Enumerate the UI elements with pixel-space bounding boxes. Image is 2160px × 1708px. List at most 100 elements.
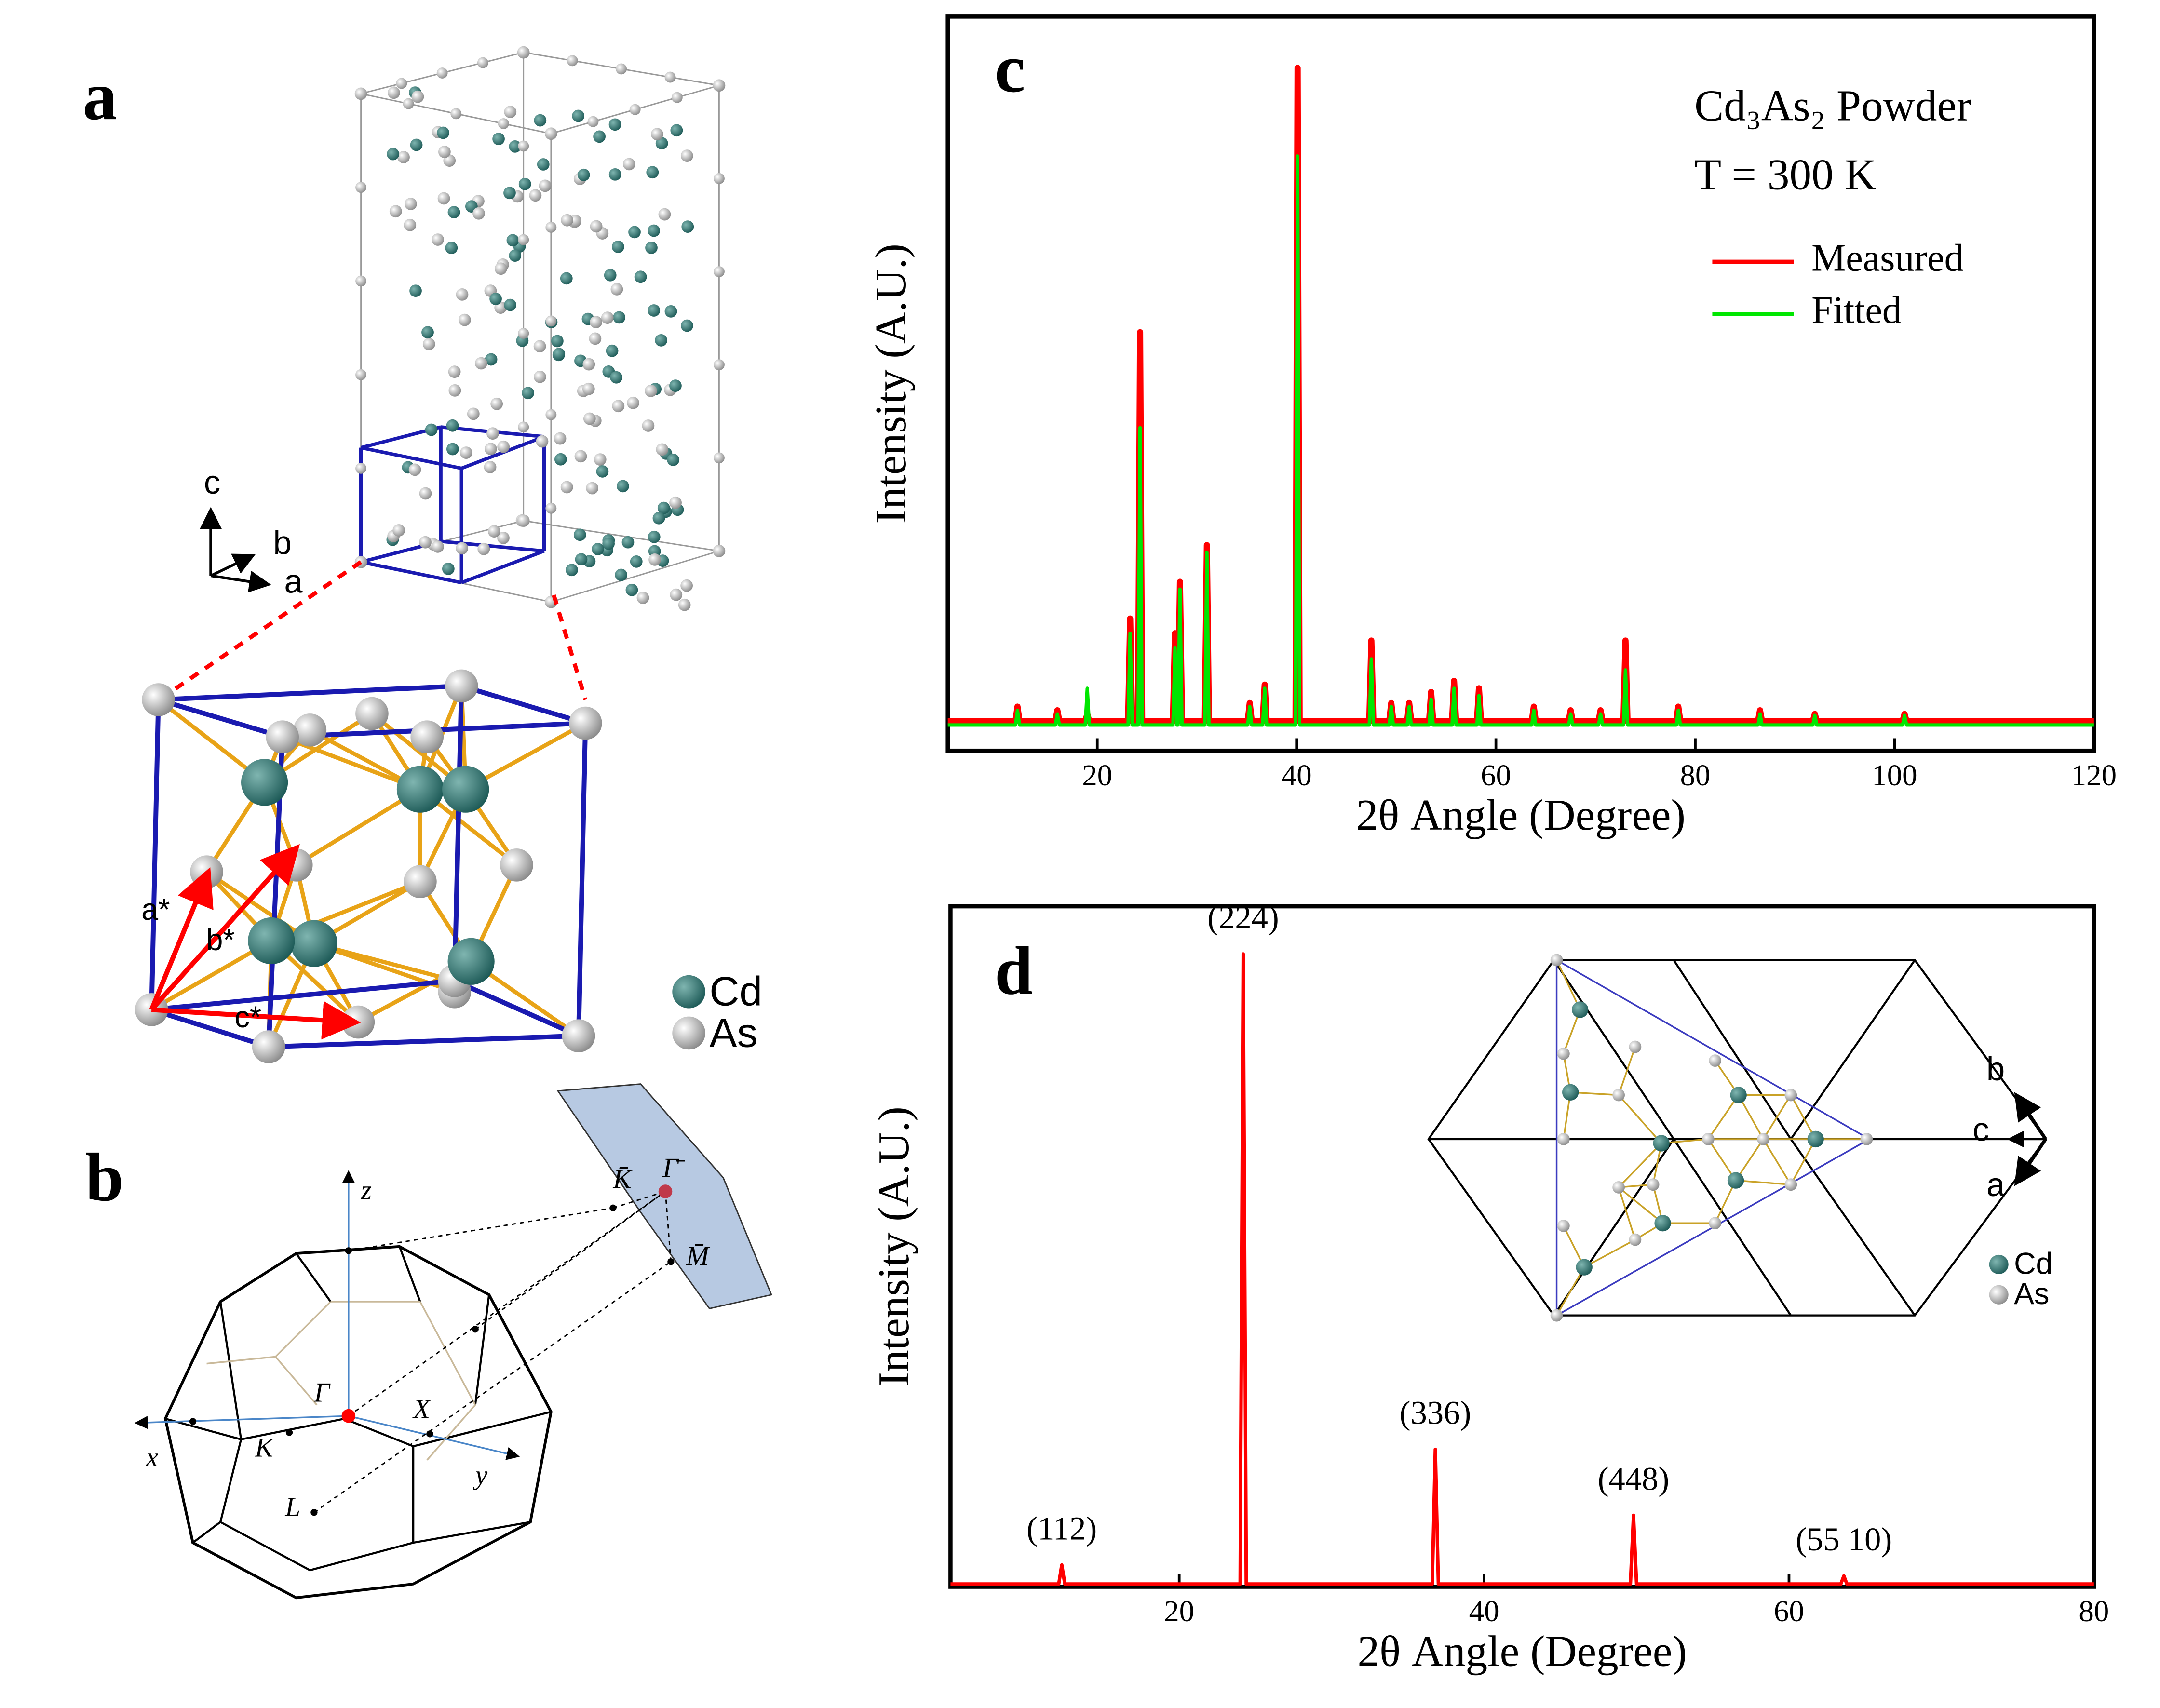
edge xyxy=(210,570,271,593)
as-atom xyxy=(448,365,461,378)
edge xyxy=(275,1301,331,1358)
edge xyxy=(1618,1143,1662,1188)
as-atom xyxy=(518,328,529,339)
as-atom xyxy=(680,579,693,592)
cd-atom xyxy=(646,166,659,179)
point-label: K̄ xyxy=(612,1164,633,1195)
diagram-labels: a c b a a* b* c* Cd As b z x y Γ K X L K… xyxy=(82,58,2052,1522)
edge xyxy=(1762,1094,1792,1140)
panel-label: b xyxy=(85,1139,123,1215)
edge xyxy=(164,560,362,698)
as-atom xyxy=(594,453,607,466)
as-atom xyxy=(582,382,595,395)
as-atom xyxy=(574,450,587,463)
cd-atom xyxy=(566,564,578,577)
as-atom xyxy=(405,198,417,210)
edge xyxy=(1553,959,1675,1140)
peak-label: (448) xyxy=(1598,1460,1670,1497)
k-point xyxy=(667,1258,675,1265)
as-atom xyxy=(601,311,614,324)
as-atom xyxy=(1612,1089,1625,1102)
cd-atom xyxy=(1576,1259,1593,1276)
cd-atom xyxy=(577,168,590,181)
cd-atom xyxy=(504,298,516,311)
as-atom xyxy=(450,108,462,120)
as-atom xyxy=(484,460,497,473)
cd-atom xyxy=(522,387,534,400)
point-label: X xyxy=(412,1394,431,1425)
edge xyxy=(1618,1187,1636,1240)
edge xyxy=(413,1411,552,1448)
cd-atom xyxy=(560,272,573,285)
cd-atom xyxy=(604,269,617,282)
as-atom xyxy=(1612,1181,1625,1194)
x-tick-label: 20 xyxy=(1082,758,1112,792)
k-point xyxy=(472,1326,479,1333)
x-tick-label: 60 xyxy=(1481,758,1511,792)
axis-label: c xyxy=(1972,1111,1989,1148)
cd-atom xyxy=(509,140,522,153)
cd-atom xyxy=(506,234,519,247)
edge xyxy=(1556,1266,1585,1316)
as-atom xyxy=(714,173,725,184)
legend-label: Fitted xyxy=(1811,289,1902,332)
as-atom xyxy=(498,118,509,129)
as-atom xyxy=(1629,1233,1642,1246)
cd-atom xyxy=(575,553,588,566)
edge xyxy=(1673,959,1792,1140)
as-atom xyxy=(517,514,530,527)
hexagon xyxy=(1427,959,2047,1317)
edge xyxy=(474,1294,490,1405)
as-atom xyxy=(1784,1178,1797,1191)
vector-label: a* xyxy=(141,893,170,927)
cd-atom xyxy=(648,224,660,237)
as-atom xyxy=(458,313,471,326)
as-atom xyxy=(622,158,635,171)
edge xyxy=(460,549,545,584)
x-axis-label: 2θ Angle (Degree) xyxy=(1357,1627,1687,1675)
edge xyxy=(474,1191,666,1330)
edge xyxy=(452,686,464,981)
cd-atom xyxy=(572,109,585,122)
k-point xyxy=(310,1509,318,1516)
panel-label: c xyxy=(995,30,1025,107)
as-atom xyxy=(714,266,725,277)
edge xyxy=(348,1415,520,1460)
as-atom xyxy=(432,233,444,246)
as-atom xyxy=(518,234,529,245)
edge xyxy=(210,553,256,577)
cd-atom xyxy=(608,118,621,131)
edge xyxy=(1735,1138,1764,1181)
cd-atom xyxy=(1807,1130,1824,1148)
edge xyxy=(2014,1138,2047,1186)
cd-atom xyxy=(447,206,460,218)
cd-atom xyxy=(1572,1001,1589,1018)
cd-atom xyxy=(421,326,434,339)
edge xyxy=(134,1415,349,1429)
legend-label: Cd xyxy=(2014,1247,2052,1280)
cd-atom xyxy=(509,249,522,262)
edge xyxy=(1735,1179,1791,1185)
series-line xyxy=(947,154,2094,727)
as-atom xyxy=(392,524,405,537)
as-atom xyxy=(437,192,450,205)
as-atom xyxy=(419,536,432,549)
cd-atom xyxy=(652,511,665,525)
as-atom xyxy=(648,553,661,566)
axis-label: b xyxy=(1986,1050,2005,1088)
cd-atom xyxy=(425,423,438,436)
as-atom xyxy=(472,207,485,220)
cd-atom xyxy=(248,917,295,965)
as-atom xyxy=(554,432,567,445)
edge xyxy=(149,699,161,1010)
cd-atom xyxy=(442,563,455,575)
as-atom xyxy=(518,421,529,433)
cd-atom xyxy=(613,311,626,324)
cd-atom xyxy=(551,335,564,348)
gamma-bar-point xyxy=(658,1184,673,1198)
as-atom xyxy=(586,482,599,495)
cd-atom xyxy=(610,371,622,384)
as-atom xyxy=(612,400,625,413)
axis-label: x xyxy=(146,1442,158,1473)
axis-label: a xyxy=(284,563,303,600)
